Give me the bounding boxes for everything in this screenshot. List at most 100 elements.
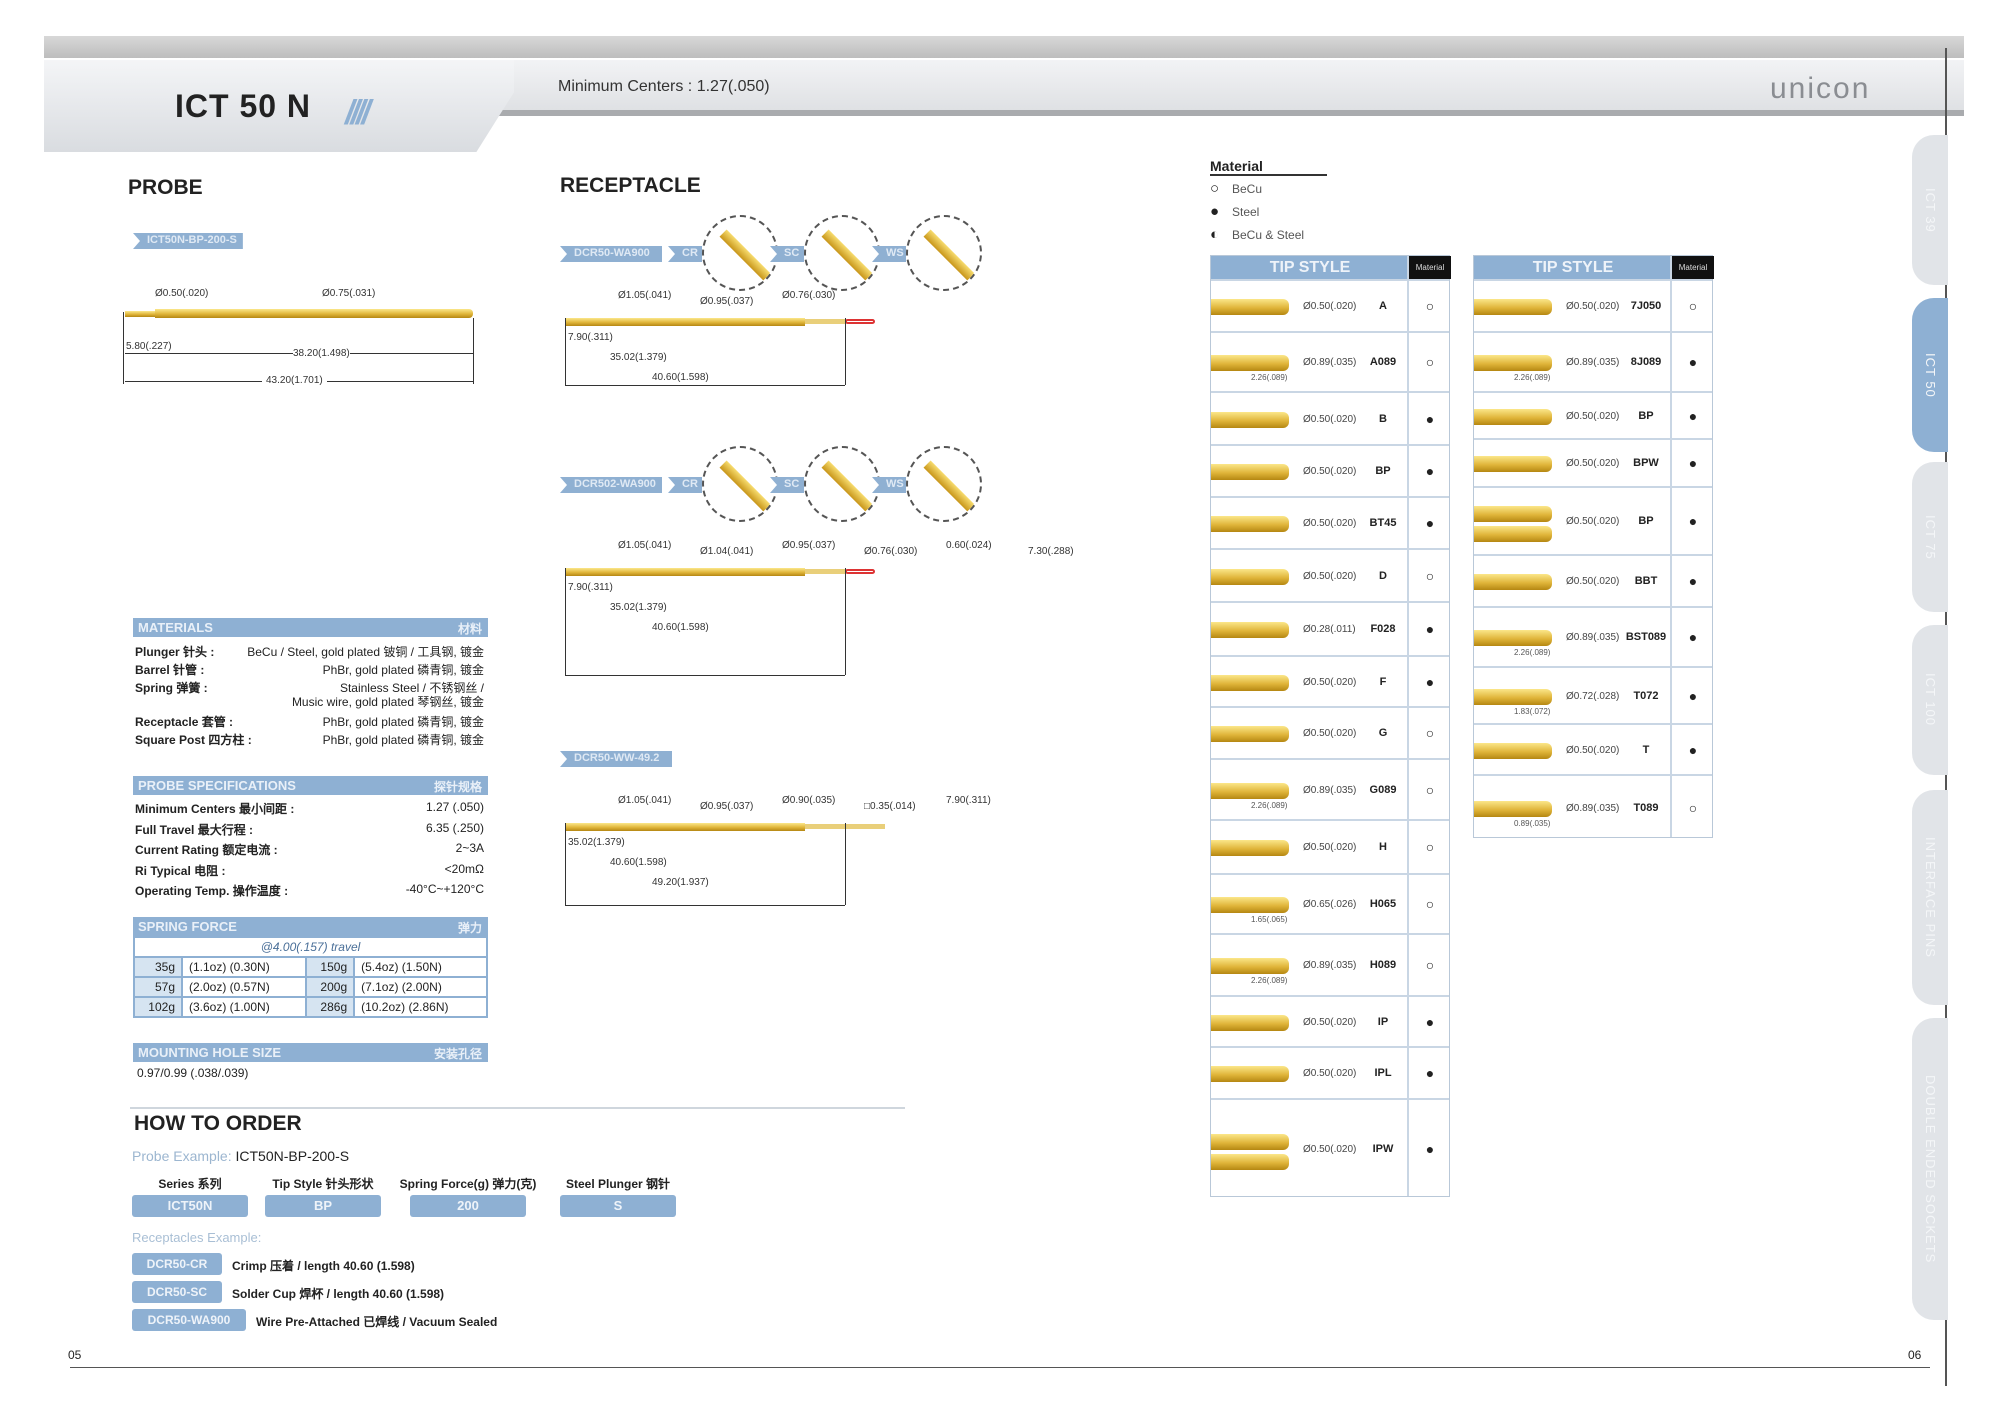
tip-row-ip[interactable]: Ø0.50(.020) IP ● [1211,995,1449,1046]
material-symbol-icon: ● [1425,515,1435,531]
tip-image [1211,622,1289,638]
dimension-label: 40.60(1.598) [610,857,667,868]
spring-title-cn: 弹力 [457,921,482,935]
tip-row-8j089[interactable]: 2.26(.089) Ø0.89(.035) 8J089 ● [1474,331,1712,391]
material-symbol-icon: ● [1425,673,1435,690]
dimension-label: Ø0.76(.030) [864,546,918,557]
tip-row-bpw[interactable]: Ø0.50(.020) BPW ● [1474,438,1712,486]
receptacle-pin-image [923,229,975,281]
material-symbol-icon: ● [1688,573,1698,589]
tip-image [1474,688,1552,705]
tip-row-ipl[interactable]: Ø0.50(.020) IPL ● [1211,1046,1449,1098]
material-symbol-icon: ● [1425,1065,1435,1081]
tip-dimension: Ø0.50(.020) [1566,516,1620,527]
spring-force-cell: (5.4oz) (1.50N) [353,956,488,978]
material-symbol-icon: ● [1425,621,1435,637]
tip-image [1211,568,1289,585]
tip-row-bbt[interactable]: Ø0.50(.020) BBT ● [1474,554,1712,606]
tip-image [1474,630,1552,646]
tip-row-t[interactable]: Ø0.50(.020) T ● [1474,723,1712,774]
tip-image [1211,1066,1289,1082]
receptacle-option-cr: CR [668,246,702,262]
tip-dimension: Ø0.28(.011) [1303,624,1356,635]
tip-row-h[interactable]: Ø0.50(.020) H ○ [1211,819,1449,873]
tip-row-f028[interactable]: Ø0.28(.011) F028 ● [1211,601,1449,655]
receptacle-tag: DCR50-WW-49.2 [560,751,672,767]
material-symbol-icon: ● [1688,629,1698,645]
side-tab-0[interactable]: ICT 39 [1912,135,1948,285]
tip-dimension: Ø0.50(.020) [1303,301,1357,312]
tip-row-t089[interactable]: 0.89(.035) Ø0.89(.035) T089 ○ [1474,774,1712,839]
tip-row-7j050[interactable]: Ø0.50(.020) 7J050 ○ [1474,279,1712,331]
side-tab-5[interactable]: DOUBLE ENDED SOCKETS [1912,1018,1948,1320]
tip-row-a089[interactable]: 2.26(.089) Ø0.89(.035) A089 ○ [1211,331,1449,391]
spec-label: Current Rating 额定电流 : [135,843,278,857]
tip-image [1211,674,1289,691]
spring-header: SPRING FORCE 弹力 [133,917,488,936]
dimension-label: 0.60(.024) [946,540,992,551]
material-label: Receptacle 套管 : [135,715,234,729]
receptacle-description: Crimp 压着 / length 40.60 (1.598) [232,1259,415,1273]
material-symbol-icon: ○ [1425,725,1435,741]
dim-line [565,385,845,386]
spring-force-cell: 35g [133,956,183,978]
tip-row-h089[interactable]: 2.26(.089) Ø0.89(.035) H089 ○ [1211,933,1449,995]
page-title: ICT 50 N [175,88,312,124]
tip-code: BP [1375,465,1391,477]
tip-row-bp[interactable]: Ø0.50(.020) BP ● [1211,444,1449,496]
material-label: Square Post 四方柱 : [135,733,252,747]
dimension-label: 35.02(1.379) [568,837,625,848]
dimension-label: 35.02(1.379) [610,602,667,613]
wire-end [845,319,875,324]
spring-force-row: 57g (2.0oz) (0.57N) 200g (7.1oz) (2.00N) [133,976,488,998]
tip-dimension: Ø0.50(.020) [1303,466,1357,477]
divider [130,1107,905,1109]
side-tab-2[interactable]: ICT 75 [1912,462,1948,612]
specs-header: PROBE SPECIFICATIONS 探针规格 [133,776,488,795]
page-number-right: 06 [1908,1348,1922,1362]
tip-row-d[interactable]: Ø0.50(.020) D ○ [1211,548,1449,601]
tip-row-g089[interactable]: 2.26(.089) Ø0.89(.035) G089 ○ [1211,758,1449,819]
mounting-value: 0.97/0.99 (.038/.039) [137,1066,249,1080]
side-tab-1[interactable]: ICT 50 [1912,298,1948,452]
unicon-logo: unicon [1770,72,1871,105]
tip-row-t072[interactable]: 1.83(.072) Ø0.72(.028) T072 ● [1474,666,1712,723]
receptacle-pin-image [923,460,975,512]
spring-title: SPRING FORCE [138,919,237,934]
tip-image [1211,1154,1289,1170]
materials-header: MATERIALS 材料 [133,618,488,637]
tip-dimension: Ø0.50(.020) [1303,728,1357,739]
spec-row: Current Rating 额定电流 : 2~3A [135,841,490,859]
material-symbol-icon: ◐ [1210,226,1220,243]
tip-row-b[interactable]: Ø0.50(.020) B ● [1211,391,1449,444]
material-symbol-icon: ● [1688,741,1698,758]
side-tab-3[interactable]: ICT 100 [1912,625,1948,775]
tip-code: H089 [1369,959,1397,971]
receptacle-option-detail-circle [702,215,778,291]
side-tab-4[interactable]: INTERFACE PINS [1912,790,1948,1005]
receptacle-option-detail-circle [906,446,982,522]
material-legend-label: BeCu [1232,182,1263,196]
tip-code: F [1379,675,1387,688]
material-symbol-icon: ○ [1425,781,1435,798]
title-slashes: //// [345,94,371,132]
material-symbol-icon: ● [1688,687,1698,704]
tip-row-g[interactable]: Ø0.50(.020) G ○ [1211,706,1449,758]
spec-value: 1.27 (.050) [425,800,484,814]
tip-row-bp[interactable]: Ø0.50(.020) BP ● [1474,391,1712,438]
tip-row-bst089[interactable]: 2.26(.089) Ø0.89(.035) BST089 ● [1474,606,1712,666]
tip-row-f[interactable]: Ø0.50(.020) F ● [1211,655,1449,706]
tip-image [1474,506,1552,522]
tip-code: 7J050 [1630,300,1662,312]
materials-row: Square Post 四方柱 : PhBr, gold plated 磷青铜, … [135,731,490,749]
dimension-label: 7.30(.288) [1028,546,1074,557]
tip-row-a[interactable]: Ø0.50(.020) A ○ [1211,279,1449,331]
receptacle-option-detail-circle [804,215,880,291]
material-symbol-icon: ○ [1425,354,1435,370]
tip-row-ipw[interactable]: Ø0.50(.020) IPW ● [1211,1098,1449,1198]
order-column-label: Steel Plunger 钢针 [565,1177,671,1191]
tip-row-bp[interactable]: Ø0.50(.020) BP ● [1474,486,1712,554]
receptacle-example-label: Receptacles Example: [132,1230,262,1245]
tip-row-bt45[interactable]: Ø0.50(.020) BT45 ● [1211,496,1449,548]
tip-row-h065[interactable]: 1.65(.065) Ø0.65(.026) H065 ○ [1211,873,1449,933]
